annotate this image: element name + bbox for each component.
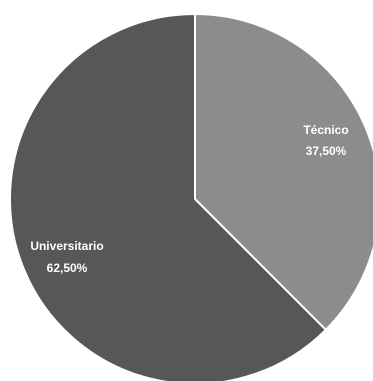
pie-labels: Técnico 37,50% Universitario 62,50% <box>30 123 348 275</box>
pie-slice-tecnico <box>194 13 373 331</box>
pie-slices <box>9 13 373 381</box>
slice-label-universitario-name: Universitario <box>30 239 103 253</box>
slice-label-tecnico-name: Técnico <box>303 123 348 137</box>
slice-label-universitario-value: 62,50% <box>47 261 88 275</box>
slice-label-tecnico-value: 37,50% <box>306 144 347 158</box>
pie-slice-universitario <box>9 13 327 381</box>
